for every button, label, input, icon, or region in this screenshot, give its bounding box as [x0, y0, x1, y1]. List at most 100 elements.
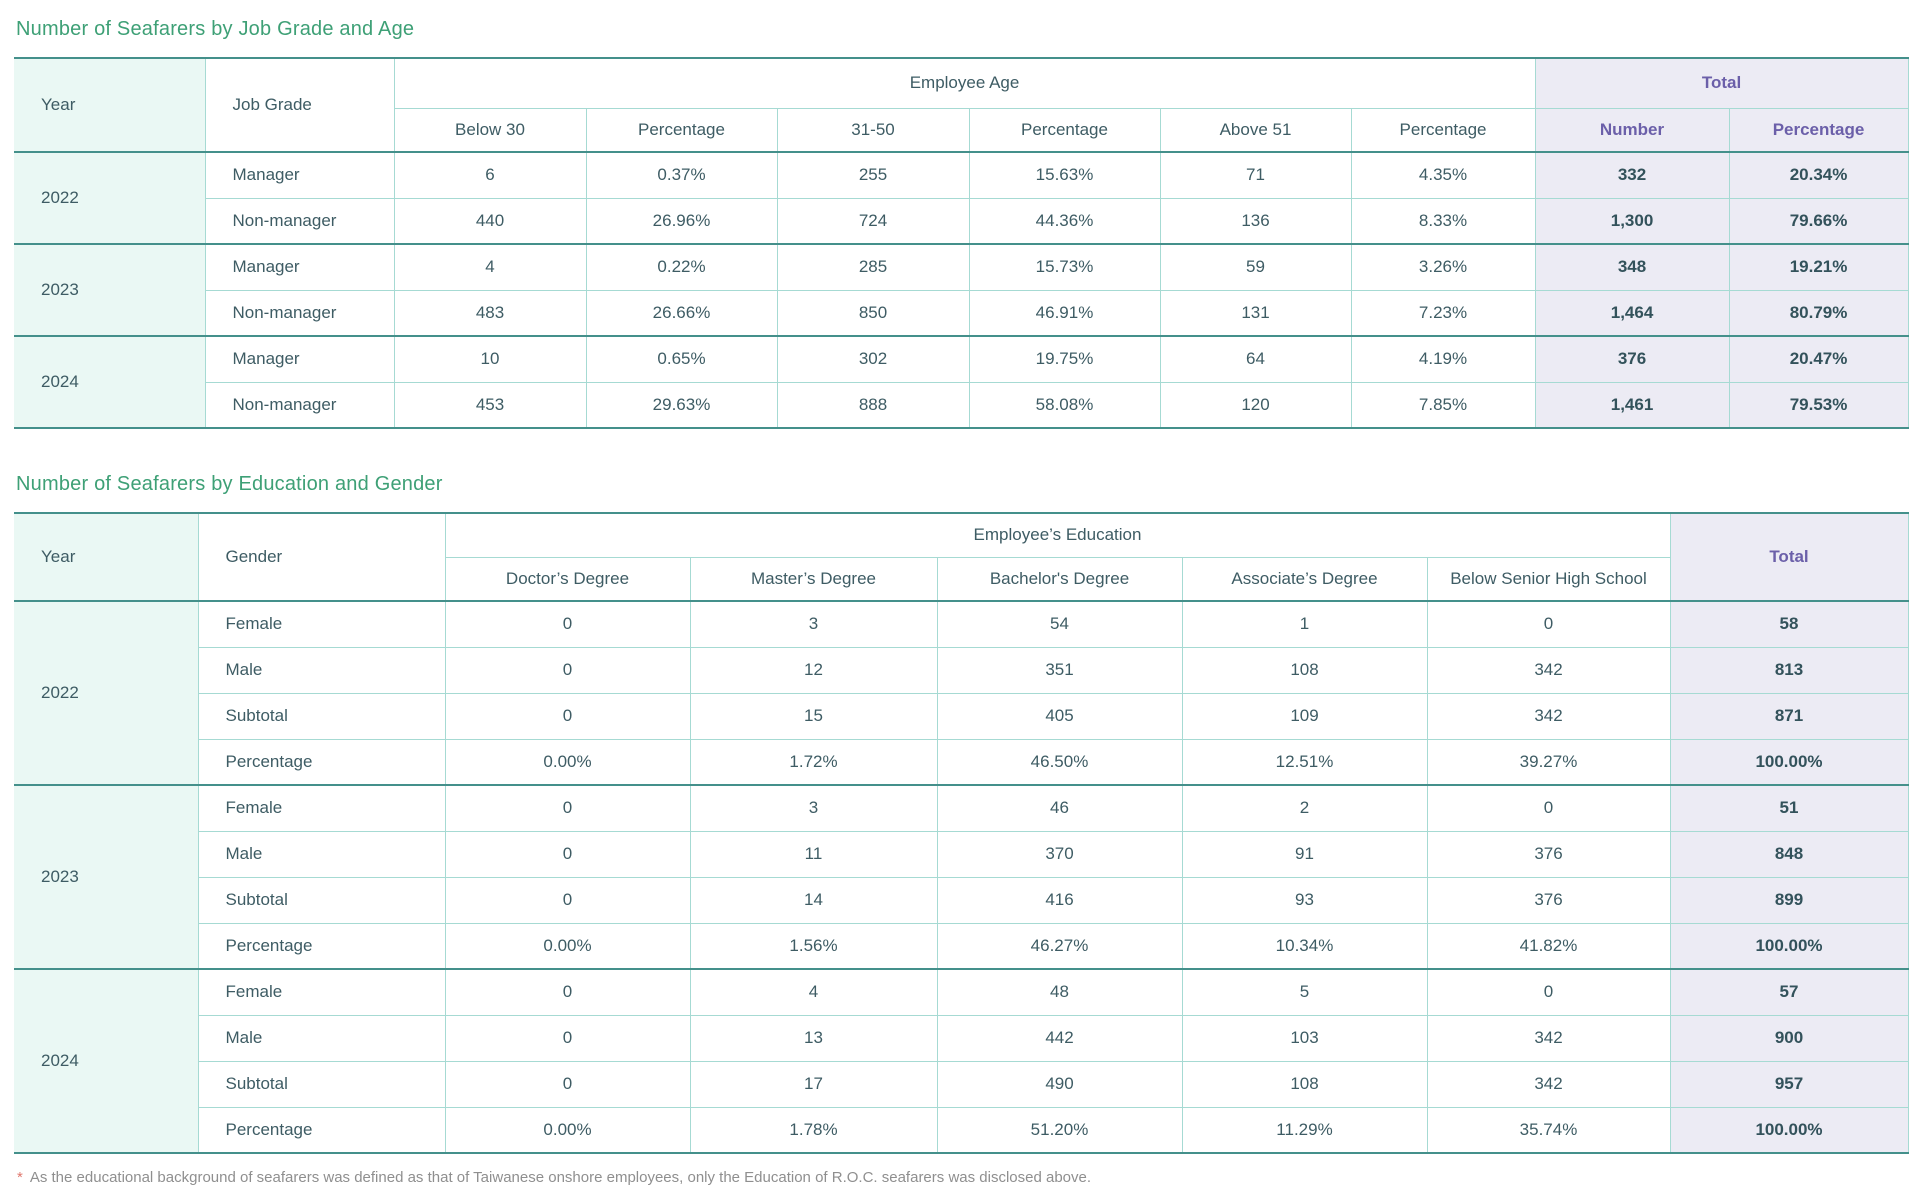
row-label-cell: Manager — [204, 335, 395, 383]
row-label-cell: Subtotal — [197, 876, 446, 924]
row-label-cell: Non-manager — [204, 381, 395, 429]
value-cell: 41.82% — [1426, 922, 1671, 970]
value-cell: 7.85% — [1350, 381, 1536, 429]
total-value-cell: 348 — [1534, 243, 1730, 291]
year-cell: 2023 — [13, 243, 206, 337]
value-cell: 285 — [776, 243, 970, 291]
row-label-cell: Manager — [204, 243, 395, 291]
value-cell: 724 — [776, 197, 970, 245]
value-cell: 302 — [776, 335, 970, 383]
value-cell: 71 — [1159, 151, 1352, 199]
value-cell: 58.08% — [968, 381, 1161, 429]
value-cell: 1.78% — [689, 1106, 938, 1154]
row-label-cell: Female — [197, 784, 446, 832]
total-value-cell: 20.47% — [1728, 335, 1909, 383]
value-cell: 19.75% — [968, 335, 1161, 383]
value-cell: 405 — [936, 692, 1183, 740]
masters-degree-column-header: Master’s Degree — [689, 556, 938, 602]
value-cell: 46.50% — [936, 738, 1183, 786]
year-cell: 2023 — [13, 784, 199, 970]
value-cell: 0 — [444, 646, 691, 694]
table2-title: Number of Seafarers by Education and Gen… — [16, 473, 443, 495]
value-cell: 15.63% — [968, 151, 1161, 199]
value-cell: 54 — [936, 600, 1183, 648]
value-cell: 342 — [1426, 692, 1671, 740]
value-cell: 3 — [689, 600, 938, 648]
above-51-column-header: Above 51 — [1159, 107, 1352, 153]
value-cell: 59 — [1159, 243, 1352, 291]
value-cell: 12 — [689, 646, 938, 694]
value-cell: 10 — [393, 335, 587, 383]
value-cell: 3.26% — [1350, 243, 1536, 291]
row-label-cell: Manager — [204, 151, 395, 199]
table-row: Subtotal 0 14 416 93 376 899 — [14, 876, 1909, 924]
value-cell: 11.29% — [1181, 1106, 1428, 1154]
value-cell: 0 — [444, 784, 691, 832]
value-cell: 0.00% — [444, 738, 691, 786]
row-label-cell: Non-manager — [204, 289, 395, 337]
table-row: Male 0 11 370 91 376 848 — [14, 830, 1909, 878]
value-cell: 26.96% — [585, 197, 778, 245]
employee-education-group-header: Employee’s Education — [444, 512, 1671, 558]
value-cell: 0 — [444, 692, 691, 740]
total-value-cell: 58 — [1669, 600, 1909, 648]
value-cell: 11 — [689, 830, 938, 878]
row-label-cell: Female — [197, 600, 446, 648]
value-cell: 12.51% — [1181, 738, 1428, 786]
value-cell: 442 — [936, 1014, 1183, 1062]
table1-body: 2022 Manager 6 0.37% 255 15.63% 71 4.35% 332 20.3… — [13, 151, 1909, 429]
value-cell: 0.65% — [585, 335, 778, 383]
table-row: Percentage 0.00% 1.72% 46.50% 12.51% 39.27% 10… — [14, 738, 1909, 786]
value-cell: 4 — [393, 243, 587, 291]
below-30-percentage-column-header: Percentage — [585, 107, 778, 153]
value-cell: 44.36% — [968, 197, 1161, 245]
row-label-cell: Male — [197, 830, 446, 878]
value-cell: 7.23% — [1350, 289, 1536, 337]
value-cell: 1.56% — [689, 922, 938, 970]
value-cell: 46.27% — [936, 922, 1183, 970]
table-row: Subtotal 0 15 405 109 342 871 — [14, 692, 1909, 740]
value-cell: 6 — [393, 151, 587, 199]
total-value-cell: 900 — [1669, 1014, 1909, 1062]
value-cell: 888 — [776, 381, 970, 429]
total-value-cell: 57 — [1669, 968, 1909, 1016]
row-label-cell: Subtotal — [197, 692, 446, 740]
value-cell: 29.63% — [585, 381, 778, 429]
below-30-column-header: Below 30 — [393, 107, 587, 153]
value-cell: 4 — [689, 968, 938, 1016]
31-50-column-header: 31-50 — [776, 107, 970, 153]
table-row: Percentage 0.00% 1.78% 51.20% 11.29% 35.74% 10… — [14, 1106, 1909, 1154]
value-cell: 1 — [1181, 600, 1428, 648]
total-value-cell: 813 — [1669, 646, 1909, 694]
table-row: 2022 Manager 6 0.37% 255 15.63% 71 4.35% 332 20.3… — [13, 151, 1909, 245]
bachelors-degree-column-header: Bachelor's Degree — [936, 556, 1183, 602]
table-row: Non-manager 440 26.96% 724 44.36% 136 8.33% 1,3… — [14, 197, 1909, 245]
total-value-cell: 79.53% — [1728, 381, 1909, 429]
value-cell: 131 — [1159, 289, 1352, 337]
value-cell: 490 — [936, 1060, 1183, 1108]
value-cell: 376 — [1426, 830, 1671, 878]
total-value-cell: 80.79% — [1728, 289, 1909, 337]
table-row: 2024 Manager 10 0.65% 302 19.75% 64 4.19% 376 20.… — [13, 335, 1909, 429]
employee-age-group-header: Employee Age — [393, 57, 1536, 109]
value-cell: 376 — [1426, 876, 1671, 924]
row-label-cell: Percentage — [197, 922, 446, 970]
value-cell: 453 — [393, 381, 587, 429]
table2-header-row-2: Doctor’s Degree Master’s Degree Bachelor… — [14, 556, 1908, 602]
value-cell: 108 — [1181, 1060, 1428, 1108]
value-cell: 0 — [1426, 968, 1671, 1016]
value-cell: 15.73% — [968, 243, 1161, 291]
value-cell: 850 — [776, 289, 970, 337]
year-cell: 2024 — [13, 968, 199, 1154]
total-value-cell: 100.00% — [1669, 738, 1909, 786]
value-cell: 120 — [1159, 381, 1352, 429]
year-column-header: Year — [13, 512, 199, 602]
value-cell: 26.66% — [585, 289, 778, 337]
value-cell: 255 — [776, 151, 970, 199]
total-value-cell: 100.00% — [1669, 1106, 1909, 1154]
associates-degree-column-header: Associate’s Degree — [1181, 556, 1428, 602]
total-value-cell: 957 — [1669, 1060, 1909, 1108]
value-cell: 91 — [1181, 830, 1428, 878]
table1-title: Number of Seafarers by Job Grade and Age — [16, 18, 415, 40]
